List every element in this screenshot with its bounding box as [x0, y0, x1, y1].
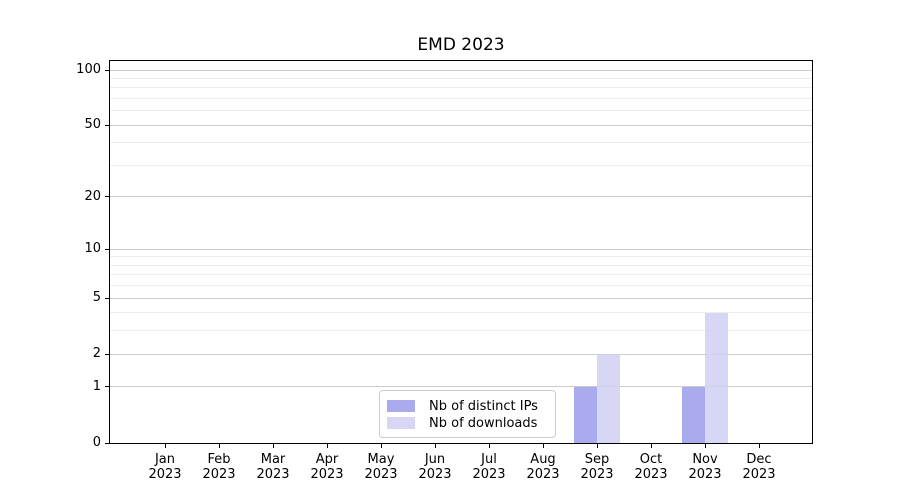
year-label: 2023	[364, 467, 398, 482]
legend-label: Nb of distinct IPs	[429, 398, 538, 414]
x-axis-tick-label: Apr 2023	[296, 452, 358, 482]
legend-item-nb-of-downloads: Nb of downloads	[387, 415, 547, 431]
y-axis-tick	[105, 196, 109, 198]
x-axis-tick-label: Aug 2023	[512, 452, 574, 482]
x-axis-tick-label: Jul 2023	[458, 452, 520, 482]
month-label: Jul	[481, 452, 497, 467]
month-label: Oct	[639, 452, 663, 467]
y-axis-tick-label: 10	[84, 241, 101, 257]
bar-nb-of-downloads	[705, 312, 728, 443]
x-axis-tick-label: May 2023	[350, 452, 412, 482]
month-label: Dec	[746, 452, 772, 467]
y-axis-tick-label: 1	[92, 378, 101, 394]
month-label: Nov	[692, 452, 718, 467]
x-axis-tick-label: Mar 2023	[242, 452, 304, 482]
x-axis-tick	[435, 444, 436, 448]
year-label: 2023	[472, 467, 506, 482]
y-axis-tick	[105, 442, 109, 444]
legend-label: Nb of downloads	[429, 415, 538, 431]
y-axis-tick	[105, 386, 109, 388]
x-axis-tick	[759, 444, 760, 448]
gridline-minor	[110, 77, 812, 79]
year-label: 2023	[688, 467, 722, 482]
x-axis-tick	[489, 444, 490, 448]
month-label: Aug	[530, 452, 556, 467]
gridline-minor	[110, 142, 812, 144]
x-axis-tick-label: Oct 2023	[620, 452, 682, 482]
year-label: 2023	[202, 467, 236, 482]
bar-nb-of-downloads	[597, 354, 620, 443]
y-axis-tick	[105, 248, 109, 250]
bars-layer	[110, 61, 812, 443]
month-label: Jan	[154, 452, 176, 467]
chart-title: EMD 2023	[417, 35, 505, 55]
gridline-major	[110, 297, 812, 299]
x-axis-tick-label: Sep 2023	[566, 452, 628, 482]
gridline-major	[110, 248, 812, 250]
gridline-minor	[110, 98, 812, 100]
y-axis-tick-label: 2	[92, 346, 101, 362]
x-axis-tick-label: Nov 2023	[674, 452, 736, 482]
year-label: 2023	[148, 467, 182, 482]
gridline-minor	[110, 285, 812, 287]
year-label: 2023	[580, 467, 614, 482]
x-axis-tick	[381, 444, 382, 448]
y-axis-tick	[105, 297, 109, 299]
month-label: Jun	[424, 452, 446, 467]
y-axis-tick	[105, 124, 109, 126]
gridline-minor	[110, 256, 812, 258]
year-label: 2023	[526, 467, 560, 482]
gridline-major	[110, 124, 812, 126]
x-axis-tick-label: Feb 2023	[188, 452, 250, 482]
x-axis-tick	[273, 444, 274, 448]
bar-nb-of-distinct-ips	[682, 387, 705, 443]
gridline-minor	[110, 87, 812, 89]
gridline-minor	[110, 110, 812, 112]
legend-swatch-nb-of-downloads	[387, 417, 415, 429]
month-label: Apr	[315, 452, 339, 467]
x-axis-tick	[165, 444, 166, 448]
gridline-major	[110, 196, 812, 198]
gridline-minor	[110, 264, 812, 266]
y-axis-tick-label: 20	[84, 188, 101, 204]
legend-swatch-nb-of-distinct-ips	[387, 400, 415, 412]
gridline-minor	[110, 274, 812, 276]
month-label: Sep	[584, 452, 610, 467]
x-axis-tick	[219, 444, 220, 448]
x-axis-tick-label: Jun 2023	[404, 452, 466, 482]
year-label: 2023	[418, 467, 452, 482]
gridline-minor	[110, 312, 812, 314]
gridline-major	[110, 353, 812, 355]
y-axis-tick-label: 100	[76, 62, 101, 78]
year-label: 2023	[256, 467, 290, 482]
bar-nb-of-distinct-ips	[574, 387, 597, 443]
gridline-minor	[110, 330, 812, 332]
legend: Nb of distinct IPs Nb of downloads	[379, 390, 556, 438]
plot-area	[109, 60, 813, 444]
year-label: 2023	[634, 467, 668, 482]
x-axis-tick	[651, 444, 652, 448]
gridline-minor	[110, 165, 812, 166]
x-axis-tick	[543, 444, 544, 448]
y-axis-tick-label: 0	[92, 435, 101, 450]
month-label: Feb	[207, 452, 231, 467]
x-axis-tick	[705, 444, 706, 448]
year-label: 2023	[742, 467, 776, 482]
x-axis-tick-label: Jan 2023	[134, 452, 196, 482]
y-axis-tick	[105, 353, 109, 355]
legend-item-nb-of-distinct-ips: Nb of distinct IPs	[387, 398, 547, 414]
gridlines-layer	[110, 61, 812, 443]
year-label: 2023	[310, 467, 344, 482]
y-axis-tick-label: 50	[84, 117, 101, 133]
month-label: Mar	[260, 452, 286, 467]
y-axis-tick	[105, 69, 109, 71]
gridline-major	[110, 386, 812, 388]
y-axis-tick-label: 5	[92, 290, 101, 306]
x-axis-tick-label: Dec 2023	[728, 452, 790, 482]
x-axis-tick	[327, 444, 328, 448]
gridline-major	[110, 69, 812, 71]
month-label: May	[367, 452, 395, 467]
x-axis-tick	[597, 444, 598, 448]
